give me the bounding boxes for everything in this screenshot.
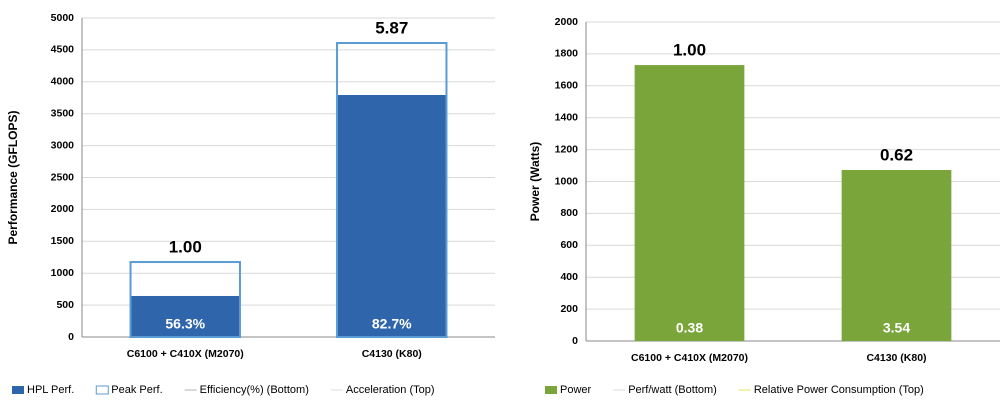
bar xyxy=(130,295,240,337)
y-tick-label: 3000 xyxy=(51,139,75,151)
y-tick-label: 1400 xyxy=(555,111,579,123)
top-label: 5.87 xyxy=(375,18,408,37)
y-tick-label: 400 xyxy=(560,271,578,283)
legend-swatch xyxy=(95,385,109,395)
y-tick-label: 2000 xyxy=(555,16,579,28)
bar xyxy=(634,65,745,341)
y-tick-label: 1800 xyxy=(555,48,579,60)
y-tick-label: 2500 xyxy=(51,171,75,183)
y-axis-label: Performance (GFLOPS) xyxy=(6,110,20,244)
legend-label: Efficiency(%) (Bottom) xyxy=(200,384,309,396)
x-tick-label: C6100 + C410X (M2070) xyxy=(127,348,244,360)
legend-label: Peak Perf. xyxy=(111,384,162,396)
x-tick-label: C4130 (K80) xyxy=(866,352,926,364)
y-tick-label: 1600 xyxy=(555,80,579,92)
y-tick-label: 3500 xyxy=(51,107,75,119)
y-tick-label: 1500 xyxy=(51,235,75,247)
y-tick-label: 1000 xyxy=(555,175,579,187)
peak-outline xyxy=(336,42,448,338)
y-tick-label: 5000 xyxy=(51,12,75,24)
legend-label: Acceleration (Top) xyxy=(346,384,435,396)
top-label: 1.00 xyxy=(673,41,706,60)
legend-label: HPL Perf. xyxy=(27,384,74,396)
legend-item: Acceleration (Top) xyxy=(330,384,435,396)
legend-label: Relative Power Consumption (Top) xyxy=(754,384,924,396)
y-tick-label: 0 xyxy=(68,331,74,343)
peak-outline xyxy=(129,261,241,338)
y-tick-label: 4000 xyxy=(51,76,75,88)
y-tick-label: 4500 xyxy=(51,44,75,56)
bottom-label: 56.3% xyxy=(165,316,205,332)
bottom-label: 3.54 xyxy=(883,320,910,336)
bottom-label: 82.7% xyxy=(372,316,412,332)
y-tick-label: 1200 xyxy=(555,143,579,155)
y-tick-label: 600 xyxy=(560,239,578,251)
legend-item: Perf/watt (Bottom) xyxy=(613,384,717,396)
y-tick-label: 2000 xyxy=(51,203,75,215)
legend-item: Power xyxy=(545,384,592,396)
legend-swatch xyxy=(545,386,557,394)
x-tick-label: C4130 (K80) xyxy=(362,348,422,360)
y-tick-label: 800 xyxy=(560,207,578,219)
y-tick-label: 1000 xyxy=(51,267,75,279)
legend-item: HPL Perf. xyxy=(12,384,74,396)
top-label: 0.62 xyxy=(880,146,913,165)
y-axis-label: Power (Watts) xyxy=(528,142,542,222)
legend-label: Perf/watt (Bottom) xyxy=(628,384,717,396)
y-tick-label: 500 xyxy=(56,299,74,311)
bar xyxy=(841,170,952,341)
legend-item: Efficiency(%) (Bottom) xyxy=(184,384,309,396)
bar xyxy=(337,95,447,338)
legend-swatch xyxy=(12,386,24,394)
top-label: 1.00 xyxy=(169,238,202,257)
y-tick-label: 0 xyxy=(572,335,578,347)
bottom-label: 0.38 xyxy=(676,320,703,336)
legend-item: Peak Perf. xyxy=(95,384,163,396)
x-tick-label: C6100 + C410X (M2070) xyxy=(631,352,748,364)
legend-item: Relative Power Consumption (Top) xyxy=(738,384,924,396)
legend-label: Power xyxy=(560,384,592,396)
y-tick-label: 200 xyxy=(560,303,578,315)
